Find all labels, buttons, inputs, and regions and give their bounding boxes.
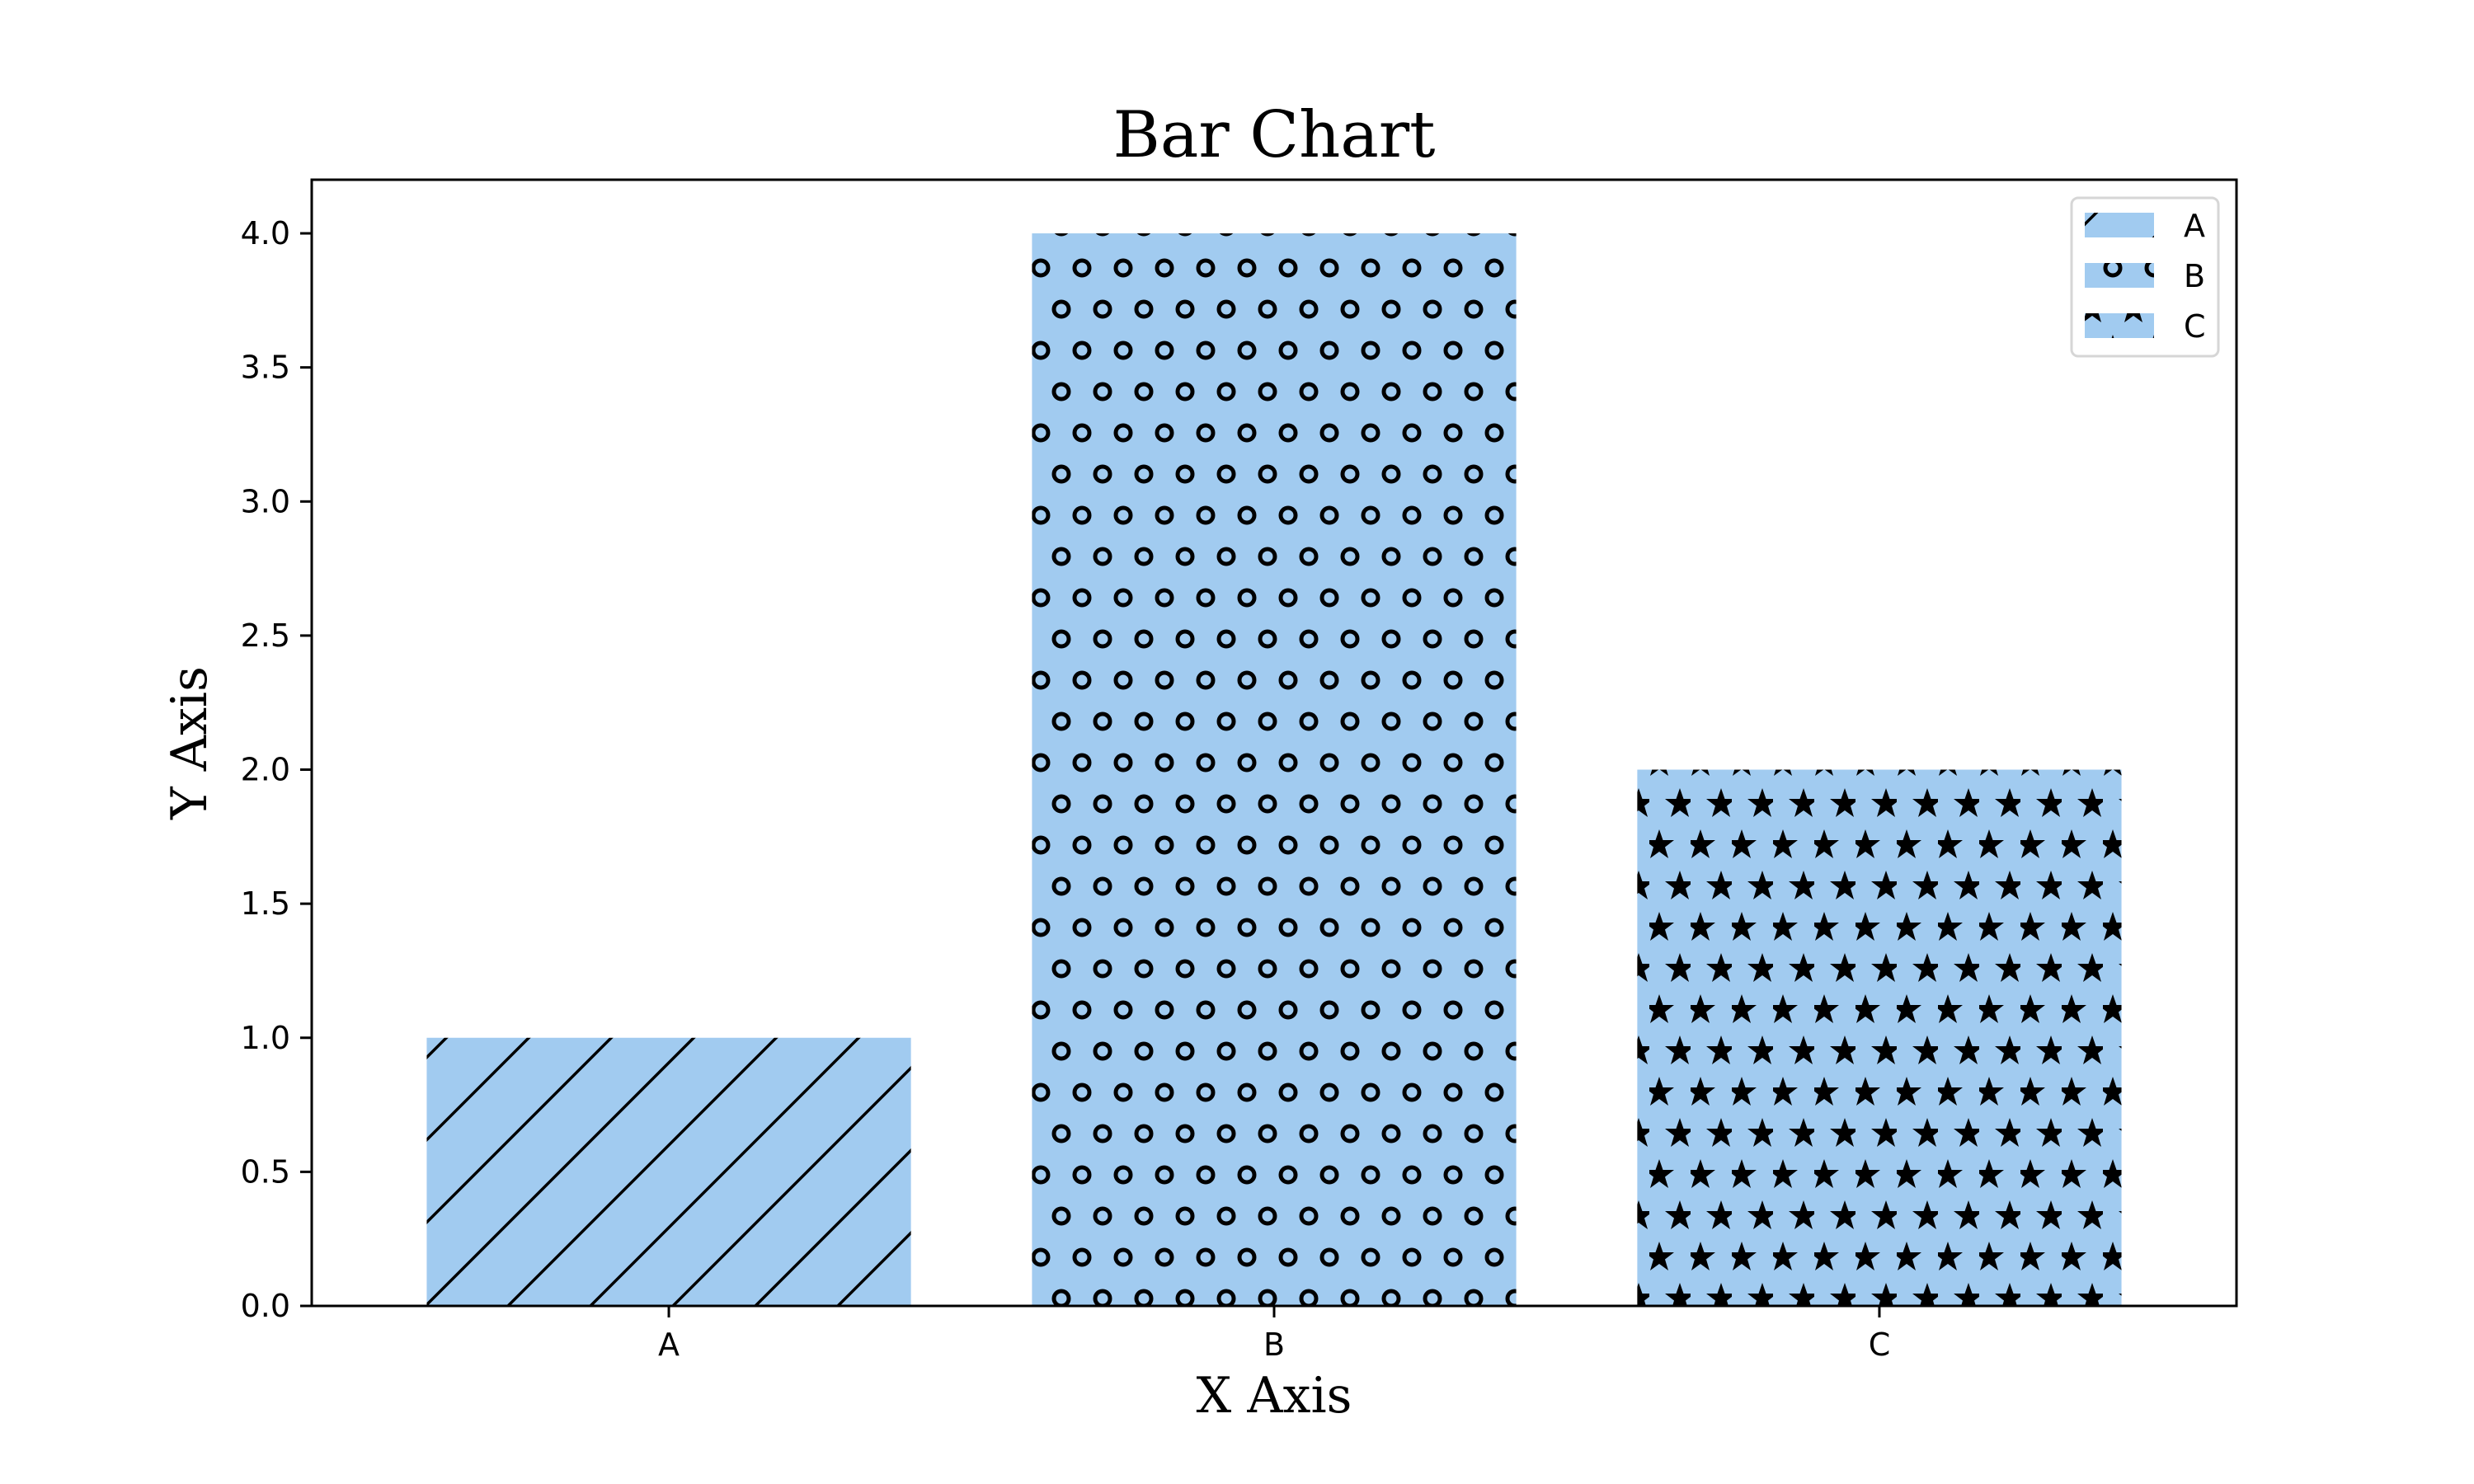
legend-label-a: A bbox=[2184, 208, 2205, 244]
legend-swatch-a bbox=[2085, 213, 2154, 237]
y-tick-label: 2.5 bbox=[241, 618, 290, 654]
legend-swatch-c bbox=[2085, 313, 2154, 338]
y-tick-label: 4.0 bbox=[241, 215, 290, 251]
y-tick-label: 0.0 bbox=[241, 1288, 290, 1324]
bar-c bbox=[1637, 769, 2122, 1306]
y-axis-ticks: 0.0 0.5 1.0 1.5 2.0 2.5 3.0 3.5 4.0 bbox=[241, 215, 312, 1324]
y-tick-label: 3.0 bbox=[241, 483, 290, 519]
bar-b bbox=[1032, 233, 1517, 1306]
y-tick-label: 0.5 bbox=[241, 1153, 290, 1190]
x-tick-label: B bbox=[1263, 1327, 1285, 1363]
x-axis-label: X Axis bbox=[1197, 1367, 1352, 1425]
legend-label-b: B bbox=[2184, 258, 2205, 294]
x-tick-label: A bbox=[658, 1327, 680, 1363]
x-axis-ticks: A B C bbox=[658, 1306, 1890, 1363]
y-tick-label: 1.5 bbox=[241, 885, 290, 922]
bars-group bbox=[426, 233, 2122, 1306]
legend-label-c: C bbox=[2184, 308, 2206, 345]
y-tick-label: 2.0 bbox=[241, 752, 290, 788]
legend: ABC bbox=[2070, 196, 2220, 358]
chart-title: Bar Chart bbox=[1113, 98, 1436, 172]
y-tick-label: 1.0 bbox=[241, 1020, 290, 1056]
y-axis-label: Y Axis bbox=[161, 666, 219, 820]
legend-entries: ABC bbox=[2085, 208, 2206, 345]
bar-a bbox=[426, 1037, 911, 1306]
legend-swatch-b bbox=[2085, 263, 2154, 288]
y-tick-label: 3.5 bbox=[241, 350, 290, 386]
x-tick-label: C bbox=[1869, 1327, 1891, 1363]
